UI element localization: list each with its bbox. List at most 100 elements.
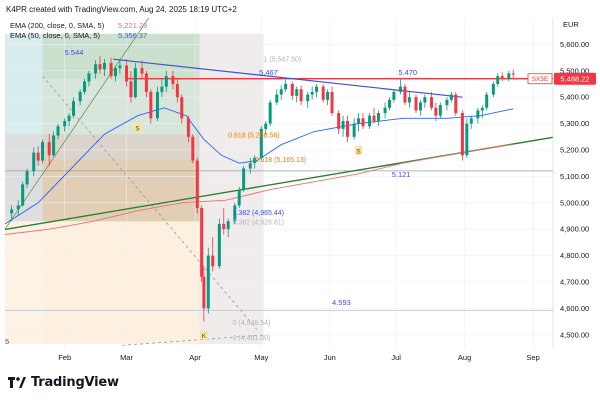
candle [352, 118, 356, 140]
candle-body [284, 84, 288, 90]
candle [449, 91, 453, 103]
fib-label: 0.618 (5,258.56) [228, 133, 279, 140]
candle [337, 110, 341, 135]
candle [268, 99, 272, 127]
candle [387, 97, 391, 111]
candle [133, 62, 137, 99]
candle-body [94, 64, 98, 74]
candle [376, 110, 380, 127]
candle-body [72, 101, 75, 116]
y-tick-label: 5,400.00 [560, 93, 589, 102]
candle [485, 91, 489, 111]
candle [368, 113, 372, 129]
candle [67, 113, 71, 127]
candle [155, 86, 159, 121]
y-tick-label: 5,200.00 [560, 146, 589, 155]
candle-body [233, 205, 237, 222]
candle-body [160, 86, 164, 92]
candle-body [32, 152, 36, 172]
candle [310, 86, 314, 100]
candle-body [290, 84, 294, 96]
pattern-marker-label: S [356, 148, 361, 155]
candle-body [376, 113, 380, 121]
candle [16, 200, 20, 216]
candle [299, 85, 303, 106]
candle-body [259, 128, 263, 158]
zone-light-right [199, 33, 264, 345]
candle [72, 97, 75, 119]
candle-body [109, 62, 113, 77]
candle-body [310, 91, 314, 95]
candle-body [144, 73, 148, 92]
y-tick-label: 4,900.00 [560, 225, 589, 234]
candle-body [264, 123, 268, 129]
pattern-marker-label: K [202, 333, 207, 340]
candle [361, 113, 365, 129]
pattern-marker-bg [354, 145, 363, 155]
candle-body [449, 94, 453, 100]
chart-attribution: K4PR created with TradingView.com, Aug 2… [6, 5, 237, 14]
candles [10, 56, 515, 322]
candle-body [52, 135, 56, 156]
y-tick-label: 4,800.00 [560, 251, 589, 260]
candle [36, 146, 40, 166]
candle-body [242, 168, 246, 190]
candle [253, 155, 257, 169]
candle [149, 89, 153, 124]
x-tick-label: Sep [526, 353, 539, 362]
candle [191, 134, 195, 164]
candle [491, 81, 495, 98]
candle [445, 97, 449, 111]
pattern-marker-bg [133, 123, 142, 133]
candle-body [155, 91, 159, 119]
candle-body [102, 62, 106, 70]
candle-body [171, 76, 175, 84]
candle-body [129, 81, 133, 98]
bottom-dashed-line [122, 334, 266, 346]
candle-body [299, 89, 303, 102]
candle-body [341, 120, 345, 129]
candle [125, 58, 129, 87]
candle [330, 86, 334, 116]
candle-body [253, 157, 257, 164]
candle-body [434, 107, 438, 116]
zone-tan-mid [42, 159, 200, 222]
candle-body [186, 118, 190, 137]
candle-body [387, 99, 391, 108]
candle [414, 94, 418, 114]
candle-body [480, 107, 484, 111]
candle [460, 110, 464, 161]
symbol-tag-bg [527, 73, 553, 85]
candle [259, 126, 263, 161]
candle-body [222, 223, 226, 230]
candle-body [372, 115, 376, 121]
candle [63, 118, 67, 132]
candle [407, 91, 411, 108]
candle-body [500, 76, 504, 79]
candle [507, 70, 511, 82]
candle [295, 86, 299, 103]
candle-body [460, 113, 464, 156]
candle-body [330, 91, 334, 114]
price-level-label: 5.467 [259, 68, 278, 77]
candle [237, 186, 241, 209]
candle [284, 79, 288, 92]
candle [511, 69, 515, 79]
y-tick-label: 5,600.00 [560, 40, 589, 49]
ema-lines [4, 107, 514, 235]
candle [306, 91, 310, 108]
tradingview-brand[interactable]: TradingView [8, 375, 119, 390]
candle [279, 85, 283, 100]
x-tick-label: Jun [324, 353, 336, 362]
candle [211, 237, 215, 272]
candle-body [326, 91, 330, 100]
candle-body [429, 97, 433, 108]
candle [109, 57, 113, 79]
diagonal-dashed-line [42, 75, 258, 330]
candle-body [195, 160, 199, 209]
fib-zones [5, 33, 264, 345]
chart-labels: 1 (5,547.50) 0.618 (5,258.56) 0.618 (5,165… [5, 21, 417, 346]
candle-body [56, 126, 60, 136]
candle-body [306, 94, 310, 102]
